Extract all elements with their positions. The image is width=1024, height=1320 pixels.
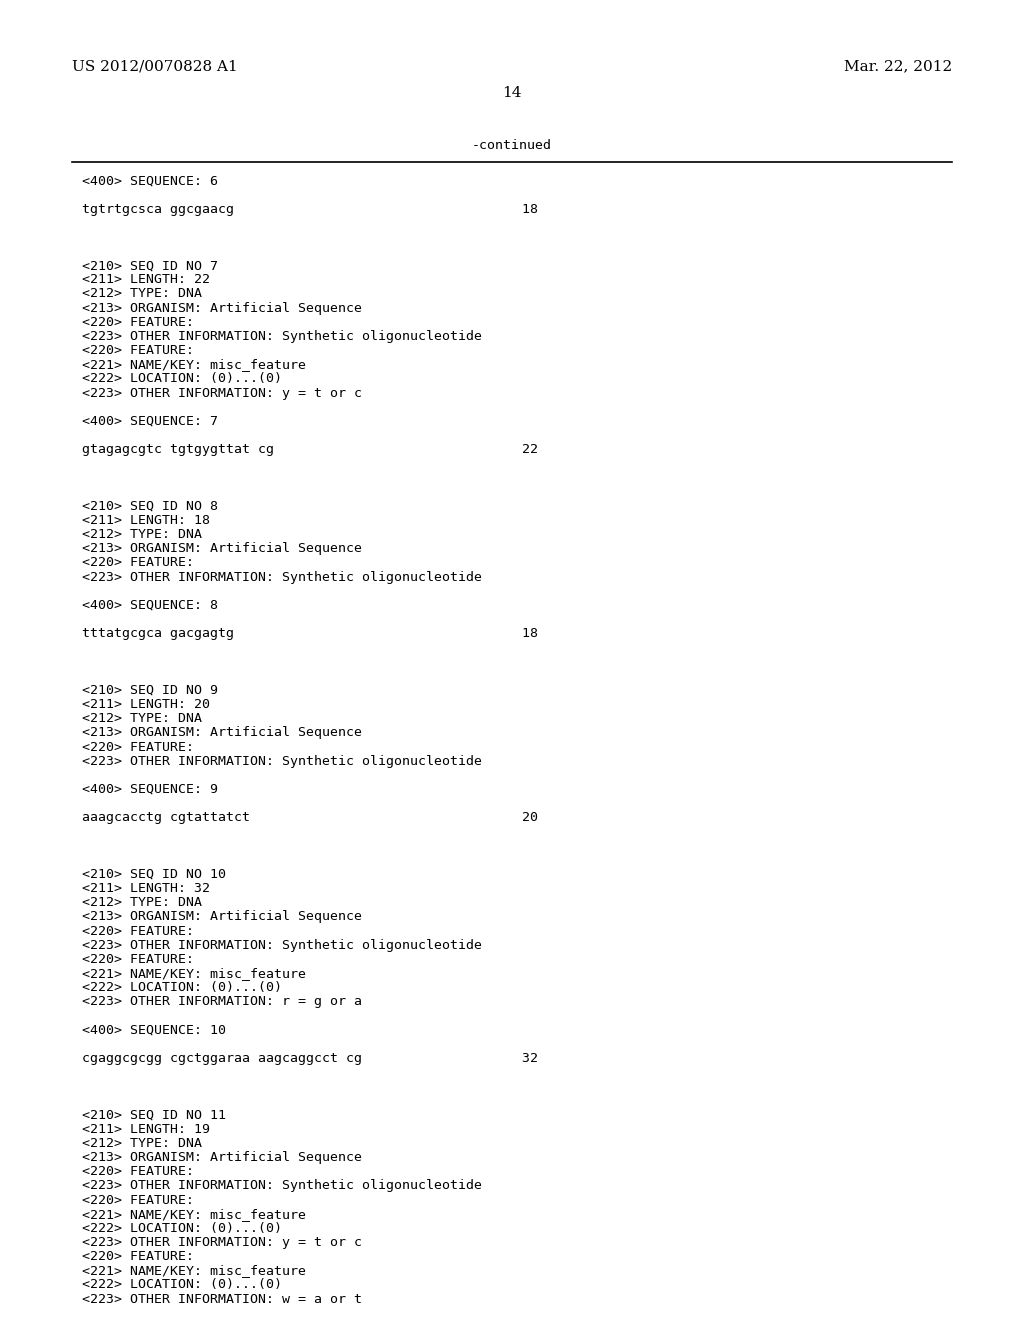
Text: <211> LENGTH: 32: <211> LENGTH: 32 [82,882,210,895]
Text: <223> OTHER INFORMATION: y = t or c: <223> OTHER INFORMATION: y = t or c [82,387,361,400]
Text: <210> SEQ ID NO 7: <210> SEQ ID NO 7 [82,259,218,272]
Text: <211> LENGTH: 19: <211> LENGTH: 19 [82,1123,210,1135]
Text: <222> LOCATION: (0)...(0): <222> LOCATION: (0)...(0) [82,1279,282,1291]
Text: <220> FEATURE:: <220> FEATURE: [82,1193,194,1206]
Text: <210> SEQ ID NO 11: <210> SEQ ID NO 11 [82,1109,226,1122]
Text: <210> SEQ ID NO 9: <210> SEQ ID NO 9 [82,684,218,697]
Text: <212> TYPE: DNA: <212> TYPE: DNA [82,896,202,909]
Text: <212> TYPE: DNA: <212> TYPE: DNA [82,1137,202,1150]
Text: <212> TYPE: DNA: <212> TYPE: DNA [82,288,202,301]
Text: <213> ORGANISM: Artificial Sequence: <213> ORGANISM: Artificial Sequence [82,543,361,556]
Text: aaagcacctg cgtattatct                                  20: aaagcacctg cgtattatct 20 [82,812,538,824]
Text: <220> FEATURE:: <220> FEATURE: [82,953,194,966]
Text: <221> NAME/KEY: misc_feature: <221> NAME/KEY: misc_feature [82,1265,306,1278]
Text: <210> SEQ ID NO 10: <210> SEQ ID NO 10 [82,869,226,880]
Text: Mar. 22, 2012: Mar. 22, 2012 [844,59,952,74]
Text: <400> SEQUENCE: 6: <400> SEQUENCE: 6 [82,174,218,187]
Text: <222> LOCATION: (0)...(0): <222> LOCATION: (0)...(0) [82,981,282,994]
Text: <222> LOCATION: (0)...(0): <222> LOCATION: (0)...(0) [82,1222,282,1234]
Text: <220> FEATURE:: <220> FEATURE: [82,741,194,754]
Text: <222> LOCATION: (0)...(0): <222> LOCATION: (0)...(0) [82,372,282,385]
Text: <220> FEATURE:: <220> FEATURE: [82,1250,194,1263]
Text: <221> NAME/KEY: misc_feature: <221> NAME/KEY: misc_feature [82,1208,306,1221]
Text: tttatgcgca gacgagtg                                    18: tttatgcgca gacgagtg 18 [82,627,538,640]
Text: <213> ORGANISM: Artificial Sequence: <213> ORGANISM: Artificial Sequence [82,726,361,739]
Text: <223> OTHER INFORMATION: Synthetic oligonucleotide: <223> OTHER INFORMATION: Synthetic oligo… [82,570,482,583]
Text: cgaggcgcgg cgctggaraa aagcaggcct cg                    32: cgaggcgcgg cgctggaraa aagcaggcct cg 32 [82,1052,538,1065]
Text: <220> FEATURE:: <220> FEATURE: [82,345,194,358]
Text: <400> SEQUENCE: 10: <400> SEQUENCE: 10 [82,1024,226,1036]
Text: <223> OTHER INFORMATION: Synthetic oligonucleotide: <223> OTHER INFORMATION: Synthetic oligo… [82,330,482,343]
Text: gtagagcgtc tgtgygttat cg                               22: gtagagcgtc tgtgygttat cg 22 [82,444,538,457]
Text: <223> OTHER INFORMATION: r = g or a: <223> OTHER INFORMATION: r = g or a [82,995,361,1008]
Text: <213> ORGANISM: Artificial Sequence: <213> ORGANISM: Artificial Sequence [82,302,361,314]
Text: -continued: -continued [472,139,552,152]
Text: <223> OTHER INFORMATION: Synthetic oligonucleotide: <223> OTHER INFORMATION: Synthetic oligo… [82,755,482,768]
Text: <221> NAME/KEY: misc_feature: <221> NAME/KEY: misc_feature [82,358,306,371]
Text: <212> TYPE: DNA: <212> TYPE: DNA [82,528,202,541]
Text: <211> LENGTH: 18: <211> LENGTH: 18 [82,513,210,527]
Text: <210> SEQ ID NO 8: <210> SEQ ID NO 8 [82,500,218,513]
Text: US 2012/0070828 A1: US 2012/0070828 A1 [72,59,238,74]
Text: <400> SEQUENCE: 8: <400> SEQUENCE: 8 [82,599,218,612]
Text: <213> ORGANISM: Artificial Sequence: <213> ORGANISM: Artificial Sequence [82,1151,361,1164]
Text: <223> OTHER INFORMATION: y = t or c: <223> OTHER INFORMATION: y = t or c [82,1236,361,1249]
Text: <211> LENGTH: 20: <211> LENGTH: 20 [82,698,210,711]
Text: 14: 14 [502,86,522,100]
Text: <220> FEATURE:: <220> FEATURE: [82,1166,194,1179]
Text: <212> TYPE: DNA: <212> TYPE: DNA [82,713,202,725]
Text: <220> FEATURE:: <220> FEATURE: [82,557,194,569]
Text: <223> OTHER INFORMATION: Synthetic oligonucleotide: <223> OTHER INFORMATION: Synthetic oligo… [82,939,482,952]
Text: <400> SEQUENCE: 9: <400> SEQUENCE: 9 [82,783,218,796]
Text: <400> SEQUENCE: 7: <400> SEQUENCE: 7 [82,414,218,428]
Text: tgtrtgcsca ggcgaacg                                    18: tgtrtgcsca ggcgaacg 18 [82,202,538,215]
Text: <223> OTHER INFORMATION: Synthetic oligonucleotide: <223> OTHER INFORMATION: Synthetic oligo… [82,1179,482,1192]
Text: <223> OTHER INFORMATION: w = a or t: <223> OTHER INFORMATION: w = a or t [82,1292,361,1305]
Text: <220> FEATURE:: <220> FEATURE: [82,924,194,937]
Text: <211> LENGTH: 22: <211> LENGTH: 22 [82,273,210,286]
Text: <221> NAME/KEY: misc_feature: <221> NAME/KEY: misc_feature [82,968,306,979]
Text: <220> FEATURE:: <220> FEATURE: [82,315,194,329]
Text: <213> ORGANISM: Artificial Sequence: <213> ORGANISM: Artificial Sequence [82,911,361,924]
